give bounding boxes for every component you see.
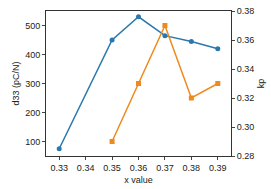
svg-text:0.34: 0.34 xyxy=(237,64,255,74)
svg-text:400: 400 xyxy=(25,50,40,60)
svg-text:kp: kp xyxy=(256,79,266,89)
svg-text:300: 300 xyxy=(25,79,40,89)
svg-text:0.32: 0.32 xyxy=(237,93,255,103)
svg-text:0.38: 0.38 xyxy=(183,163,201,173)
svg-text:x value: x value xyxy=(124,175,153,185)
svg-text:500: 500 xyxy=(25,21,40,31)
svg-text:0.28: 0.28 xyxy=(237,151,255,161)
svg-text:0.30: 0.30 xyxy=(237,122,255,132)
svg-text:200: 200 xyxy=(25,108,40,118)
svg-text:0.33: 0.33 xyxy=(50,163,68,173)
svg-text:d33 (pC/N): d33 (pC/N) xyxy=(11,61,21,105)
svg-text:0.37: 0.37 xyxy=(156,163,174,173)
svg-text:0.34: 0.34 xyxy=(77,163,95,173)
svg-text:0.38: 0.38 xyxy=(237,6,255,16)
svg-text:0.39: 0.39 xyxy=(209,163,227,173)
svg-text:0.36: 0.36 xyxy=(237,35,255,45)
svg-text:100: 100 xyxy=(25,137,40,147)
svg-text:0.36: 0.36 xyxy=(130,163,148,173)
svg-text:0.35: 0.35 xyxy=(103,163,121,173)
